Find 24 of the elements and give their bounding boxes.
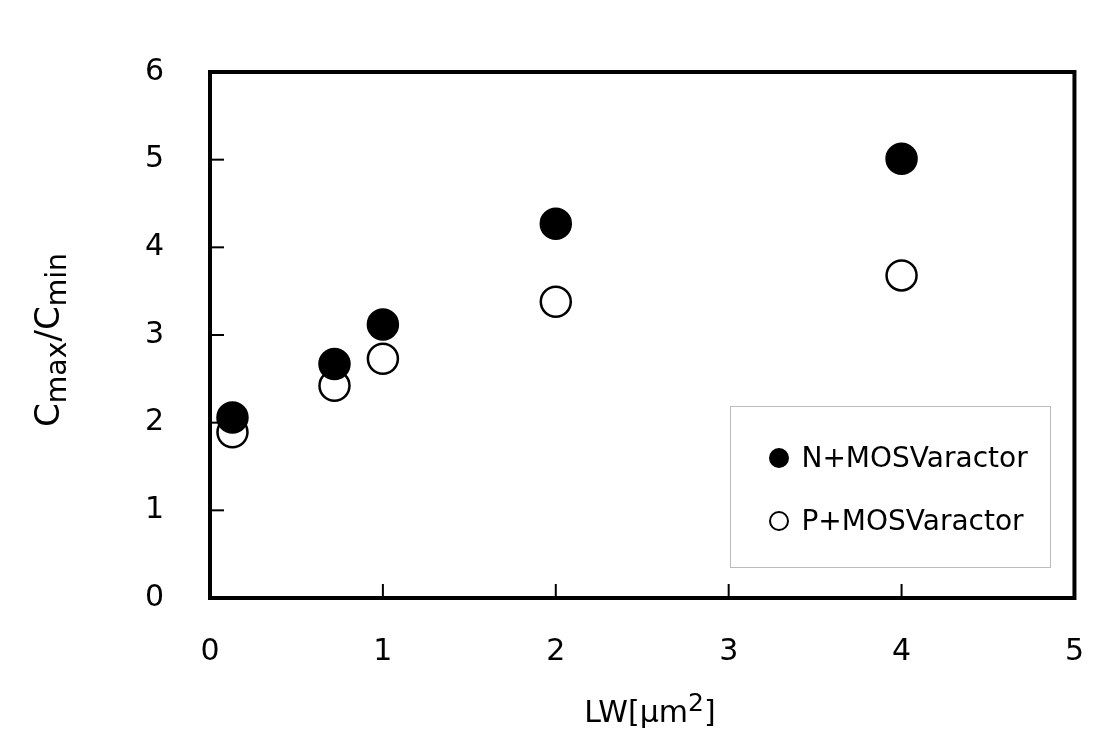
x-tick-label: 4	[892, 631, 912, 667]
y-tick-label: 4	[144, 227, 164, 263]
point	[885, 142, 918, 176]
y-tick-label: 5	[144, 139, 164, 175]
point	[216, 401, 249, 434]
x-tick-label: 2	[546, 631, 566, 667]
x-tick-label: 0	[200, 631, 220, 667]
point	[539, 285, 573, 318]
x-tick-label: 1	[373, 631, 393, 667]
y-tick-label: 6	[144, 51, 164, 87]
point	[366, 308, 400, 341]
point	[885, 259, 918, 292]
point	[539, 207, 573, 240]
point	[366, 342, 400, 375]
y-tick-label: 1	[144, 490, 164, 526]
x-tick-label: 5	[1064, 631, 1084, 667]
point	[318, 347, 351, 381]
y-tick-label: 2	[144, 402, 164, 438]
legend-label: P+MOSVaractor	[801, 504, 1024, 537]
y-tick-label: 3	[144, 314, 164, 350]
y-tick-label: 0	[144, 577, 164, 613]
x-axis-title: LW[μm$^{2}$]	[584, 688, 716, 729]
x-tick-label: 3	[719, 631, 739, 667]
legend-label: N+MOSVaractor	[801, 441, 1028, 474]
